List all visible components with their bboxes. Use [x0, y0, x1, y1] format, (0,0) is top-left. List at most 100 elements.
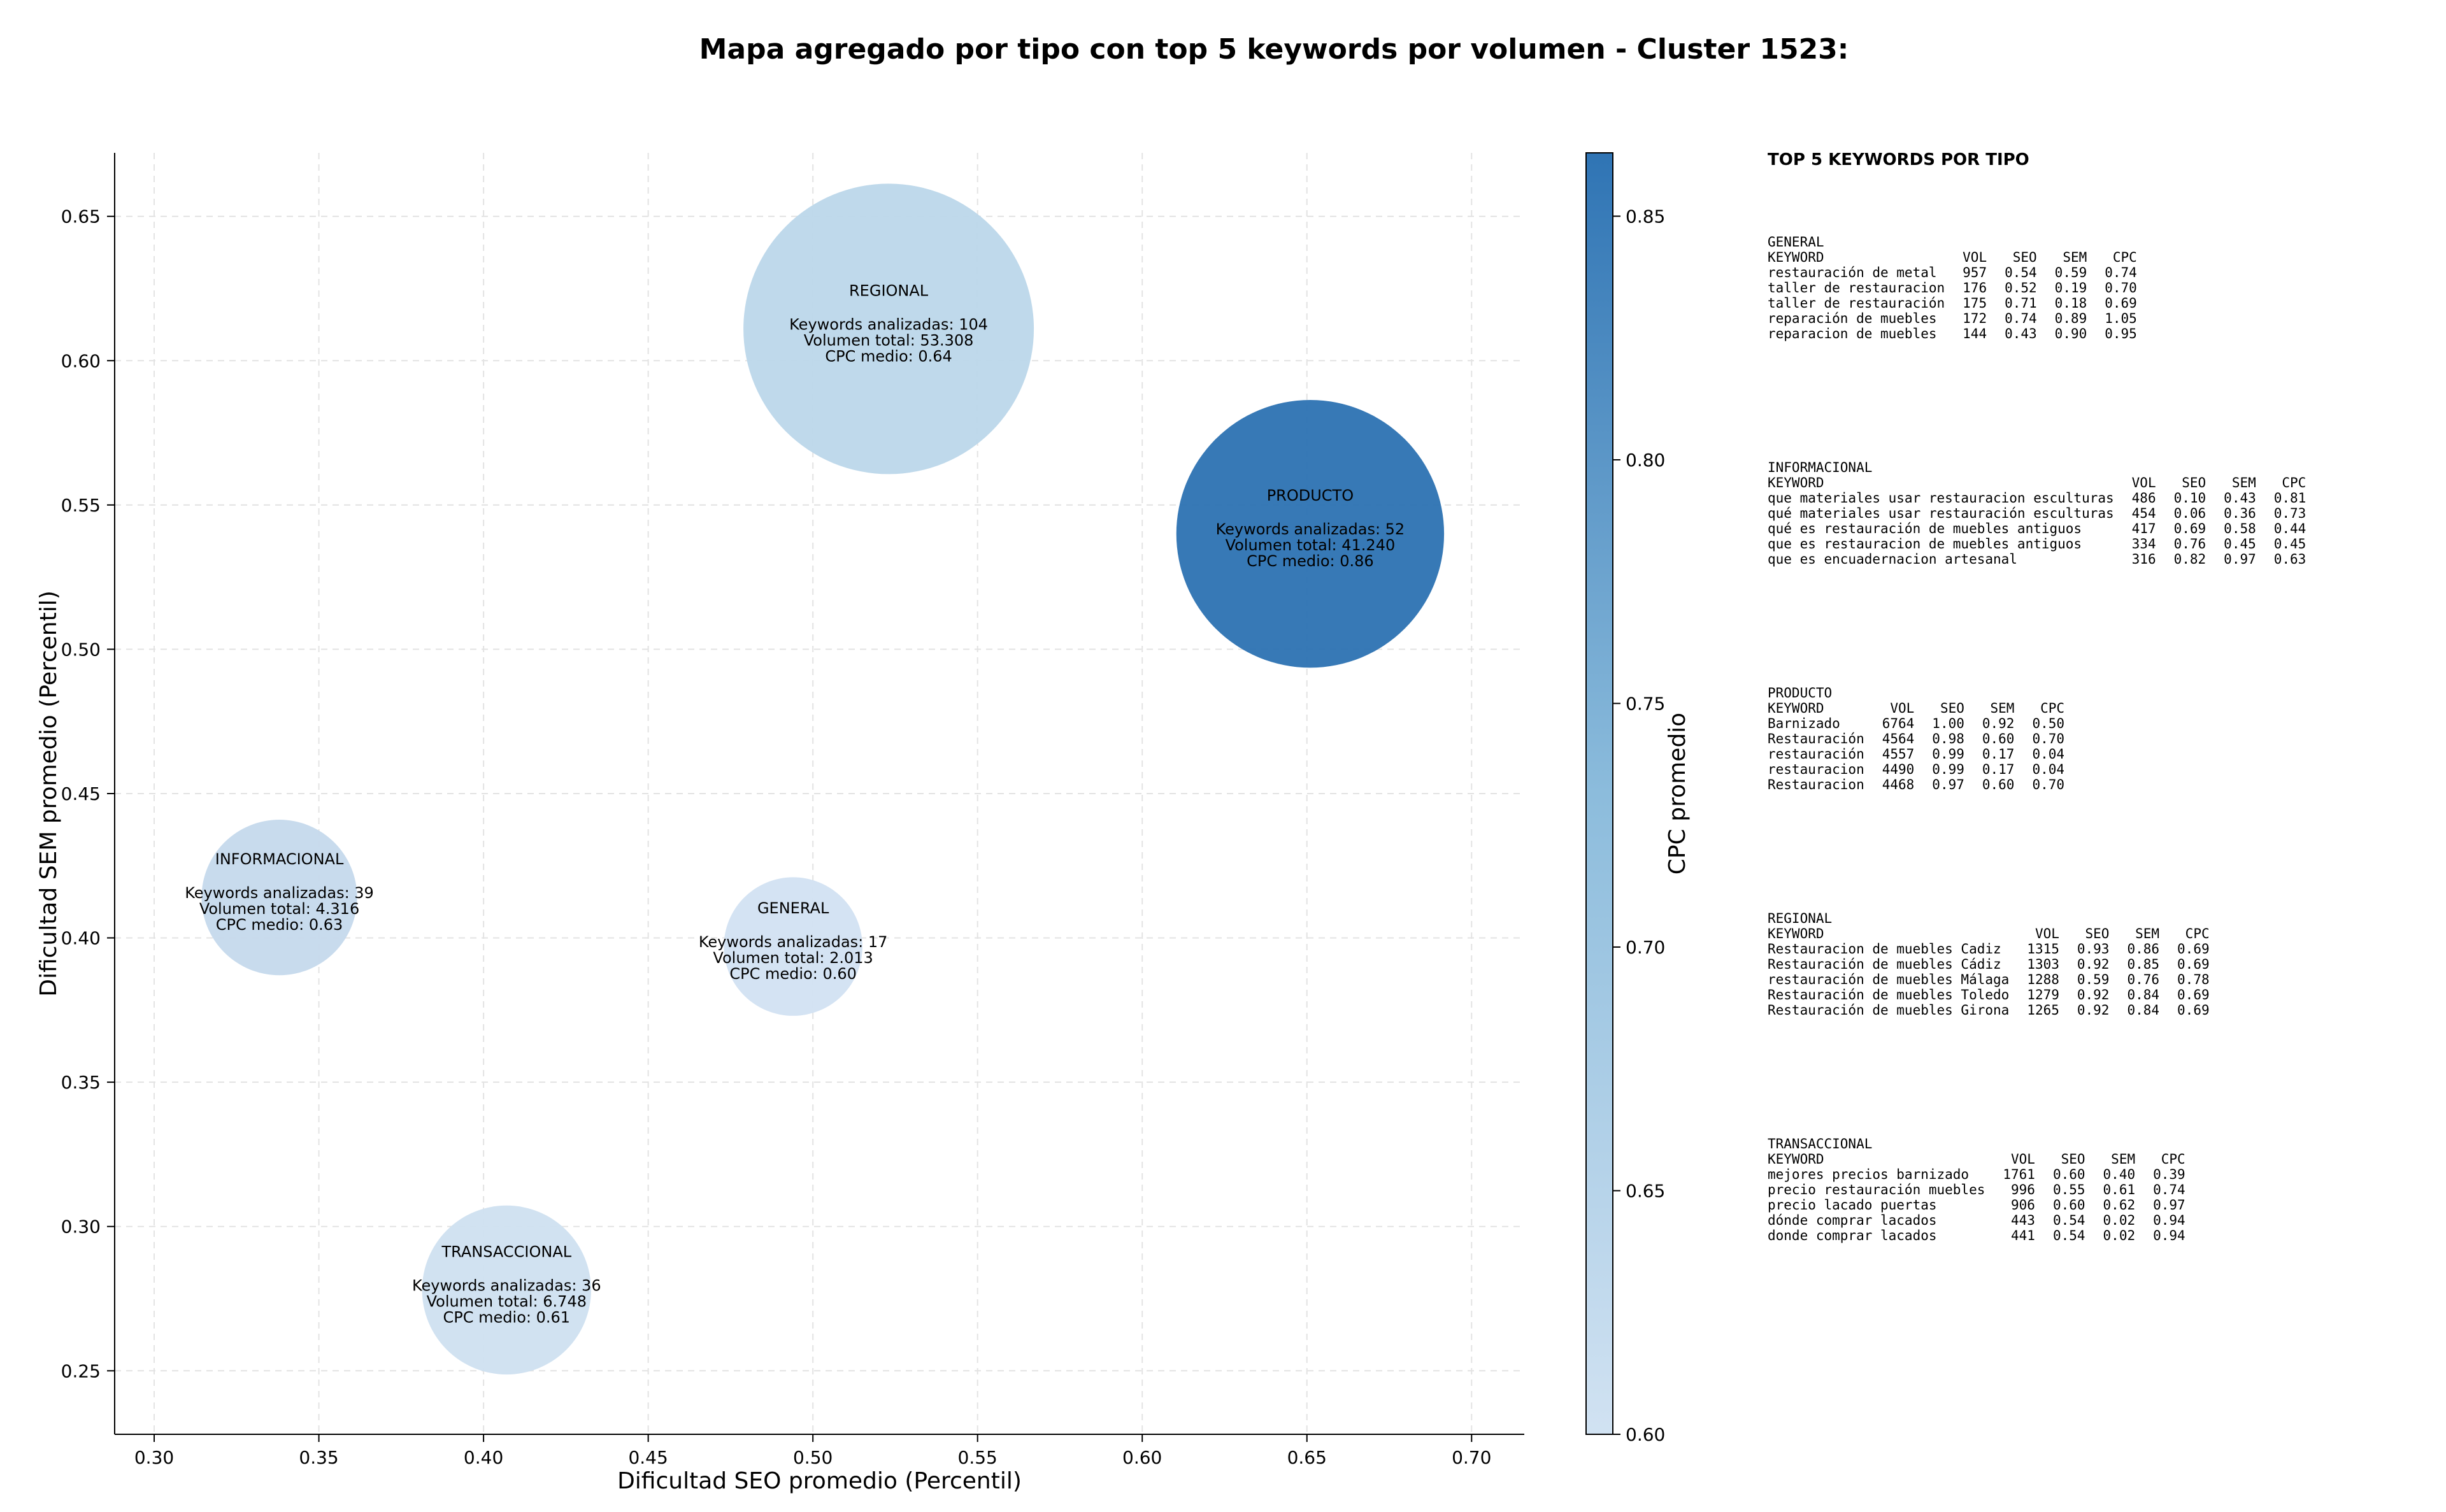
keyword-group-producto: PRODUCTO KEYWORD VOL SEO SEM CPC Barnizado 6764…	[1768, 685, 2436, 911]
keyword-table-header: KEYWORD VOL SEO SEM CPC	[1768, 475, 2306, 490]
colorbar-tick-label: 0.85	[1626, 206, 1665, 227]
y-tick-label: 0.65	[61, 206, 101, 227]
column-header: CPC	[2282, 475, 2307, 490]
metric-cell: 0.71	[2005, 296, 2037, 311]
y-tick-label: 0.25	[61, 1360, 101, 1381]
metric-cell: 0.45	[2273, 536, 2307, 552]
table-row: taller de restauracion 176 0.52 0.19 0.70	[1768, 280, 2137, 296]
metric-cell: 1279	[2027, 987, 2059, 1002]
x-tick-label: 0.60	[1122, 1447, 1162, 1468]
metric-cell: 0.17	[1982, 746, 2015, 762]
bubble-regional: REGIONAL Keywords analizadas: 104Volumen …	[743, 183, 1034, 474]
metric-cell: 0.76	[2173, 536, 2206, 552]
keyword-cell: restauración	[1768, 746, 1864, 762]
keyword-group-type: TRANSACCIONAL	[1768, 1136, 1873, 1152]
keyword-cell: Barnizado	[1768, 716, 1840, 731]
metric-cell: 176	[1963, 280, 1987, 296]
keyword-cell: precio restauración muebles	[1768, 1182, 1985, 1197]
metric-cell: 0.98	[1932, 731, 1964, 746]
metric-cell: 0.82	[2173, 552, 2206, 567]
column-header: CPC	[2040, 701, 2065, 716]
table-row: Restauracion de muebles Cadiz 1315 0.93 0.8…	[1768, 941, 2210, 957]
metric-cell: 0.92	[2077, 987, 2110, 1002]
metric-cell: 0.70	[2032, 731, 2065, 746]
table-row: restauración de metal 957 0.54 0.59 0.74	[1768, 265, 2137, 280]
metric-cell: 0.60	[1982, 731, 2015, 746]
metric-cell: 0.63	[2273, 552, 2307, 567]
metric-cell: 0.85	[2127, 957, 2160, 972]
keyword-cell: taller de restauración	[1768, 296, 1945, 311]
x-axis-label: Dificultad SEO promedio (Percentil)	[617, 1468, 1022, 1494]
metric-cell: 0.74	[2105, 265, 2137, 280]
column-header: SEM	[2063, 250, 2087, 265]
metric-cell: 486	[2131, 490, 2156, 506]
metric-cell: 0.70	[2032, 777, 2065, 792]
bubble-stat-label: Volumen total: 53.308	[804, 331, 974, 349]
metric-cell: 0.45	[2224, 536, 2256, 552]
column-header: SEO	[2012, 250, 2037, 265]
keyword-table: KEYWORD VOL SEO SEM CPC Barnizado 6764 1.00 0.92…	[1768, 701, 2064, 792]
bubble-stat-label: Keywords analizadas: 104	[789, 315, 988, 333]
bubble-stat-label: Keywords analizadas: 39	[185, 884, 374, 902]
column-header: SEM	[2231, 475, 2256, 490]
bubble-type-label: PRODUCTO	[1267, 487, 1354, 504]
colorbar: 0.60 0.65 0.70 0.75 0.80 0.85 CPC promedio	[1585, 152, 1691, 1445]
metric-cell: 0.92	[1982, 716, 2015, 731]
metric-cell: 1761	[2003, 1167, 2035, 1182]
bubble-circle	[724, 877, 862, 1016]
keyword-cell: reparacion de muebles	[1768, 326, 1937, 341]
metric-cell: 0.54	[2052, 1213, 2085, 1228]
metric-cell: 172	[1963, 311, 1987, 326]
metric-cell: 0.18	[2054, 296, 2087, 311]
metric-cell: 0.76	[2127, 972, 2160, 987]
keyword-cell: precio lacado puertas	[1768, 1197, 1937, 1213]
metric-cell: 0.60	[2052, 1197, 2085, 1213]
bubble-transaccional: TRANSACCIONAL Keywords analizadas: 36Volu…	[412, 1205, 601, 1375]
metric-cell: 0.90	[2054, 326, 2087, 341]
keyword-groups: GENERAL KEYWORD VOL SEO SEM CPC restauración d…	[1768, 234, 2436, 1362]
column-header: CPC	[2161, 1152, 2185, 1167]
table-row: precio lacado puertas 906 0.60 0.62 0.97	[1768, 1197, 2185, 1213]
keyword-cell: Restauración de muebles Cádiz	[1768, 957, 2001, 972]
metric-cell: 0.43	[2005, 326, 2037, 341]
metric-cell: 1265	[2027, 1002, 2059, 1018]
y-axis-label: Dificultad SEM promedio (Percentil)	[36, 590, 62, 997]
metric-cell: 0.92	[2077, 957, 2110, 972]
x-tick-label: 0.65	[1287, 1447, 1327, 1468]
bubble-circle	[201, 820, 357, 976]
metric-cell: 0.54	[2005, 265, 2037, 280]
table-row: precio restauración muebles 996 0.55 0.61 0.…	[1768, 1182, 2185, 1197]
x-tick-label: 0.30	[134, 1447, 174, 1468]
keyword-cell: restauracion	[1768, 762, 1864, 777]
metric-cell: 996	[2011, 1182, 2035, 1197]
y-tick-label: 0.35	[61, 1072, 101, 1093]
keyword-group-general: GENERAL KEYWORD VOL SEO SEM CPC restauración d…	[1768, 234, 2436, 460]
bubble-stat-label: Volumen total: 4.316	[199, 900, 359, 918]
table-row: Restauración de muebles Girona 1265 0.92 0.…	[1768, 1002, 2210, 1018]
metric-cell: 1303	[2027, 957, 2059, 972]
table-row: Restauración de muebles Toledo 1279 0.92 0.…	[1768, 987, 2210, 1002]
keyword-cell: mejores precios barnizado	[1768, 1167, 1970, 1182]
metric-cell: 0.40	[2103, 1167, 2136, 1182]
y-tick-label: 0.40	[61, 928, 101, 949]
keyword-table: KEYWORD VOL SEO SEM CPC Restauracion de muebl…	[1768, 926, 2210, 1018]
keyword-group-transaccional: TRANSACCIONAL KEYWORD VOL SEO SEM CPC mejores …	[1768, 1136, 2436, 1362]
keyword-cell: que es encuadernacion artesanal	[1768, 552, 2017, 567]
keyword-cell: Restauracion de muebles Cadiz	[1768, 941, 2001, 957]
metric-cell: 454	[2131, 506, 2156, 521]
metric-cell: 0.69	[2177, 987, 2210, 1002]
metric-cell: 0.17	[1982, 762, 2015, 777]
metric-cell: 0.02	[2103, 1213, 2136, 1228]
keyword-cell: restauración de muebles Málaga	[1768, 972, 2010, 987]
keyword-group-regional: REGIONAL KEYWORD VOL SEO SEM CPC Restauracion …	[1768, 911, 2436, 1136]
metric-cell: 0.36	[2224, 506, 2256, 521]
keyword-cell: que materiales usar restauracion escultu…	[1768, 490, 2114, 506]
metric-cell: 0.97	[1932, 777, 1964, 792]
metric-cell: 0.73	[2273, 506, 2307, 521]
metric-cell: 1.05	[2105, 311, 2137, 326]
metric-cell: 0.55	[2052, 1182, 2085, 1197]
bubble-stat-label: CPC medio: 0.64	[825, 347, 952, 365]
colorbar-tick-label: 0.75	[1626, 693, 1665, 714]
keyword-group-type: PRODUCTO	[1768, 685, 1833, 701]
